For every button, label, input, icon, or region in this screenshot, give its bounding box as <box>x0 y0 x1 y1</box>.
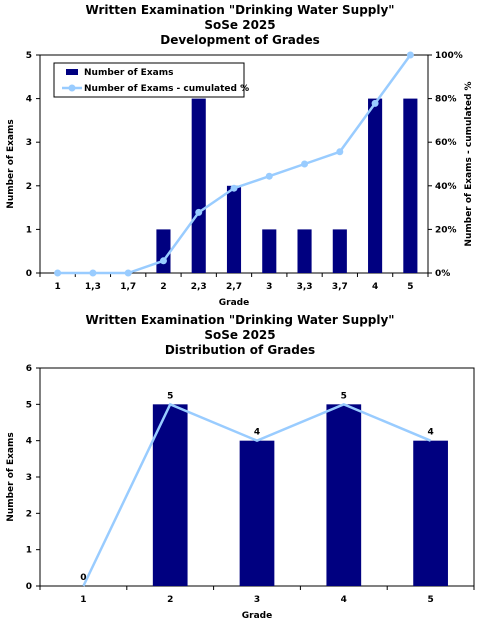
cumulative-point <box>195 208 203 216</box>
x-tick-label: 5 <box>407 282 413 292</box>
x-tick-label: 3 <box>254 595 260 605</box>
x-tick-label: 3,3 <box>297 282 313 292</box>
y-tick-label: 1 <box>26 546 32 556</box>
cumulative-point <box>159 257 167 265</box>
cumulative-point <box>371 99 379 107</box>
data-label: 0 <box>80 573 86 583</box>
y-tick-label: 5 <box>26 400 32 410</box>
cumulative-point <box>230 184 238 192</box>
y-tick-label: 1 <box>26 225 32 235</box>
x-tick-label: 1,7 <box>120 282 136 292</box>
y2-tick-label: 100% <box>435 51 463 61</box>
distribution-plot: 0 1 2 3 4 5 6 1 2 3 4 5 0 5 4 5 4 Grade Number of Exams <box>6 364 475 621</box>
x-tick-label: 4 <box>341 595 347 605</box>
bar <box>326 404 362 586</box>
y2-tick-label: 60% <box>435 138 457 148</box>
y-axis-label: Number of Exams <box>6 119 16 208</box>
data-label: 5 <box>167 391 173 401</box>
cumulative-point <box>89 269 97 277</box>
x-tick-label: 5 <box>427 595 433 605</box>
bar <box>239 440 275 586</box>
x-tick-label: 2 <box>160 282 166 292</box>
chart-title-line-1: Written Examination "Drinking Water Supp… <box>85 3 395 17</box>
bar <box>152 404 188 586</box>
y-tick-label: 3 <box>26 138 32 148</box>
x-tick-label: 1,3 <box>85 282 101 292</box>
y-tick-label: 2 <box>26 182 32 192</box>
x-tick-label: 2,7 <box>226 282 242 292</box>
data-label: 4 <box>427 428 433 438</box>
bar <box>297 229 312 273</box>
chart-title-line-2: SoSe 2025 <box>204 18 276 32</box>
legend-line-marker <box>68 84 76 92</box>
x-tick-label: 4 <box>372 282 378 292</box>
legend-bar-swatch <box>66 69 78 75</box>
x-tick-label: 3 <box>266 282 272 292</box>
x-tick-label: 1 <box>55 282 61 292</box>
bar <box>262 229 277 273</box>
y2-tick-label: 40% <box>435 182 457 192</box>
chart-title-line-3: Development of Grades <box>160 33 320 47</box>
grade-development-chart: Written Examination "Drinking Water Supp… <box>0 0 480 310</box>
chart-title-line-3: Distribution of Grades <box>164 343 316 357</box>
y-tick-label: 6 <box>26 364 32 374</box>
x-axis-label: Grade <box>242 611 272 621</box>
chart-title-line-2: SoSe 2025 <box>204 328 276 342</box>
y-tick-label: 4 <box>26 95 32 105</box>
cumulative-point <box>301 160 309 168</box>
bar <box>191 98 206 273</box>
bar <box>403 98 418 273</box>
y2-tick-label: 0% <box>435 269 450 279</box>
distribution-line <box>82 402 432 587</box>
cumulative-point <box>336 148 344 156</box>
data-label: 5 <box>341 391 347 401</box>
cumulative-point <box>54 269 62 277</box>
y-tick-label: 5 <box>26 51 32 61</box>
legend-line-label: Number of Exams - cumulated % <box>84 84 249 94</box>
development-plot: 0 1 2 3 4 5 0% 20% 40% 60% 80% 100% 1 1,3 1,7 2 2,3 2,7 3 3… <box>6 51 474 308</box>
bar <box>332 229 347 273</box>
legend-bar-label: Number of Exams <box>84 68 173 78</box>
legend-box <box>53 62 245 98</box>
cumulative-point <box>124 269 132 277</box>
y-tick-label: 3 <box>26 473 32 483</box>
y-tick-label: 0 <box>26 269 32 279</box>
bar <box>413 440 448 586</box>
x-axis-label: Grade <box>219 298 249 308</box>
x-tick-label: 2 <box>167 595 173 605</box>
bar <box>156 229 171 273</box>
y2-tick-label: 20% <box>435 225 457 235</box>
cumulative-point <box>406 51 414 59</box>
x-tick-label: 3,7 <box>332 282 348 292</box>
y2-tick-label: 80% <box>435 95 457 105</box>
x-tick-label: 2,3 <box>191 282 207 292</box>
bar <box>226 185 242 273</box>
y-tick-label: 2 <box>26 509 32 519</box>
grade-distribution-chart: Written Examination "Drinking Water Supp… <box>0 310 480 624</box>
cumulative-point <box>265 172 273 180</box>
data-label: 4 <box>254 428 260 438</box>
y-tick-label: 0 <box>26 582 32 592</box>
y-tick-label: 4 <box>26 437 32 447</box>
bar <box>368 98 383 273</box>
y-axis-label: Number of Exams <box>6 432 16 521</box>
chart-title-line-1: Written Examination "Drinking Water Supp… <box>85 313 395 327</box>
x-tick-label: 1 <box>80 595 86 605</box>
y2-axis-label: Number of Exams - cumulated % <box>464 81 474 246</box>
